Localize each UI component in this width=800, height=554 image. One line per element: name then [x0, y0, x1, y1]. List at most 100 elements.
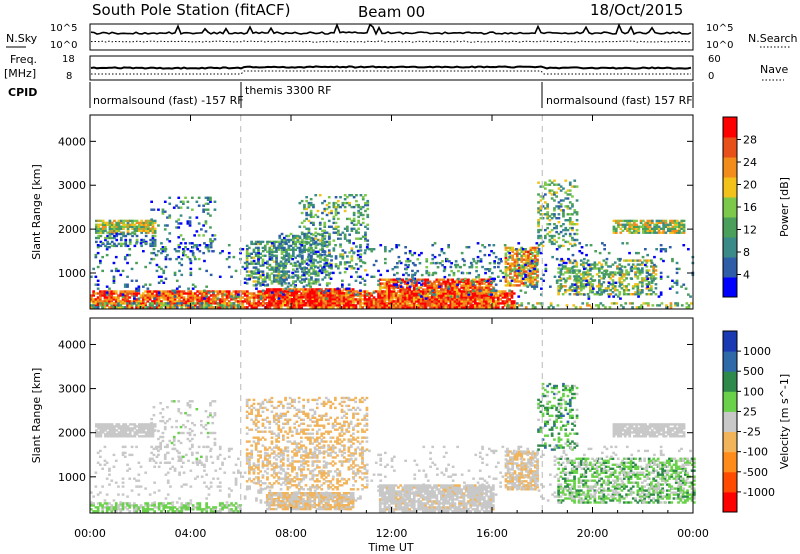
range-time-cell [510, 300, 514, 303]
range-time-cell [586, 302, 589, 305]
range-time-cell [378, 290, 382, 293]
range-time-cell [200, 306, 204, 309]
range-time-cell [573, 279, 576, 282]
range-time-cell [298, 242, 302, 246]
range-time-cell [295, 304, 299, 307]
range-time-cell [296, 246, 300, 250]
nave-label: Nave [760, 63, 788, 76]
range-time-cell [209, 300, 213, 303]
range-time-cell [283, 242, 286, 246]
range-time-cell [390, 284, 393, 287]
range-time-cell [338, 304, 341, 307]
range-time-cell [261, 278, 265, 281]
range-time-cell [473, 304, 477, 307]
range-time-cell [119, 306, 123, 309]
range-time-cell [641, 277, 644, 280]
range-time-cell [327, 201, 331, 205]
range-time-cell [504, 254, 508, 257]
range-time-cell [636, 287, 640, 290]
range-time-cell [506, 302, 509, 305]
range-time-cell [404, 304, 407, 307]
range-time-cell [581, 302, 585, 305]
range-time-cell [300, 244, 303, 247]
range-time-cell [133, 302, 136, 305]
range-time-cell [483, 298, 486, 301]
range-time-cell [133, 290, 136, 293]
range-time-cell [180, 257, 184, 261]
range-time-cell [513, 264, 517, 267]
range-time-cell [101, 292, 104, 295]
range-time-cell [101, 227, 105, 230]
range-time-cell [506, 306, 510, 309]
range-time-cell [292, 240, 295, 244]
range-time-cell [200, 300, 204, 303]
range-time-cell [281, 288, 285, 291]
range-time-cell [323, 209, 327, 213]
range-time-cell [316, 209, 320, 213]
range-time-cell [625, 285, 628, 288]
range-time-cell [162, 271, 166, 275]
range-time-cell [189, 294, 193, 297]
range-time-cell [506, 268, 510, 271]
range-time-cell [245, 266, 249, 269]
range-time-cell [595, 273, 599, 276]
range-time-cell [444, 288, 448, 291]
range-time-cell [148, 292, 152, 295]
range-time-cell [209, 302, 213, 305]
range-time-cell [455, 290, 459, 293]
range-time-cell [339, 245, 342, 248]
range-time-cell [175, 226, 178, 229]
range-time-cell [406, 306, 409, 309]
range-time-cell [279, 298, 283, 301]
range-time-cell [203, 259, 206, 263]
range-time-cell [393, 283, 396, 286]
range-time-cell [572, 304, 576, 307]
range-time-cell [95, 225, 98, 228]
range-time-cell [279, 302, 283, 305]
cpid-segment-1: themis 3300 RF [245, 84, 332, 97]
range-time-cell [160, 251, 163, 255]
range-time-cell [128, 302, 132, 305]
range-time-cell [351, 292, 355, 295]
range-time-cell [332, 239, 336, 242]
range-time-cell [644, 225, 647, 228]
range-time-cell [408, 304, 411, 307]
range-time-cell [147, 227, 150, 230]
range-time-cell [512, 300, 516, 303]
range-time-cell [347, 287, 351, 290]
range-time-cell [307, 201, 311, 205]
range-time-cell [634, 285, 637, 288]
range-time-cell [330, 259, 333, 262]
range-time-cell [355, 263, 358, 266]
range-time-cell [550, 242, 554, 246]
range-time-cell [447, 300, 450, 303]
range-time-cell [212, 250, 215, 253]
range-time-cell [559, 224, 563, 228]
range-time-cell [586, 275, 590, 278]
range-time-cell [126, 306, 129, 309]
range-time-cell [339, 263, 342, 266]
range-time-cell [436, 296, 439, 299]
range-time-cell [513, 304, 517, 307]
range-time-cell [223, 300, 227, 303]
range-time-cell [575, 219, 579, 222]
range-time-cell [206, 248, 210, 251]
range-time-cell [286, 304, 290, 307]
range-time-cell [339, 261, 342, 264]
range-time-cell [363, 304, 367, 307]
range-time-cell [342, 298, 346, 301]
range-time-cell [631, 293, 635, 296]
range-time-cell [559, 230, 563, 234]
range-time-cell [292, 242, 295, 246]
range-time-cell [186, 200, 190, 203]
range-time-cell [485, 292, 488, 295]
range-time-cell [473, 292, 477, 295]
range-time-cell [388, 288, 391, 291]
range-time-cell [272, 304, 276, 307]
range-time-cell [582, 273, 585, 276]
range-time-cell [342, 296, 346, 299]
range-time-cell [650, 293, 653, 296]
range-time-cell [277, 300, 280, 303]
range-time-cell [205, 292, 208, 295]
range-time-cell [515, 260, 519, 263]
